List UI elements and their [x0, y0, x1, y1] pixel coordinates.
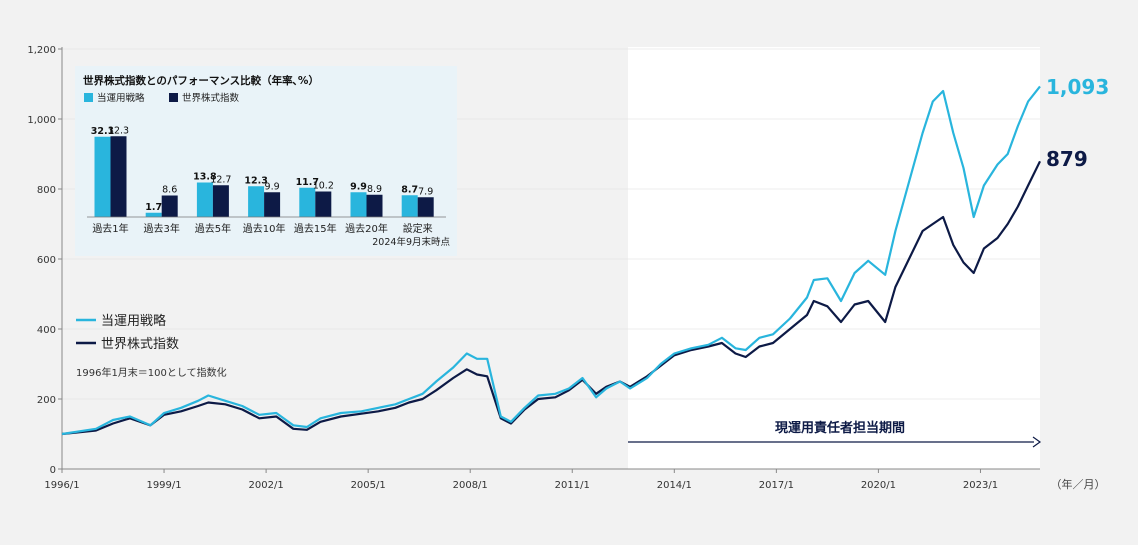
inset-bar-strategy	[299, 187, 316, 217]
manager-period-arrow-head	[1032, 436, 1042, 448]
inset-value-label-strategy: 1.7	[145, 202, 162, 213]
x-tick-label: 2005/1	[351, 480, 386, 491]
legend-label-strategy: 当運用戦略	[101, 313, 166, 329]
inset-legend-swatch-index	[169, 93, 178, 102]
inset-title: 世界株式指数とのパフォーマンス比較（年率､%）	[83, 74, 319, 87]
inset-bar-index	[110, 136, 127, 217]
inset-bar-strategy	[350, 192, 367, 217]
inset-bar-chart: 32.132.3過去1年1.78.6過去3年13.812.7過去5年12.39.…	[91, 125, 434, 235]
inset-value-label-strategy: 11.7	[296, 177, 319, 188]
x-tick-label: 2002/1	[249, 480, 284, 491]
y-tick-label: 1,000	[27, 115, 56, 126]
x-tick-label: 2020/1	[861, 480, 896, 491]
end-value-label-index: 879	[1046, 147, 1088, 171]
x-tick-label: 2011/1	[555, 480, 590, 491]
x-tick-label: 2023/1	[963, 480, 998, 491]
inset-value-label-index: 8.6	[162, 185, 177, 196]
series-line-index	[61, 160, 1041, 436]
end-value-label-strategy: 1,093	[1046, 75, 1109, 99]
y-tick-label: 1,200	[27, 45, 56, 56]
inset-bar-strategy	[196, 182, 213, 217]
y-tick-label: 400	[37, 325, 56, 336]
inset-bar-index	[417, 197, 434, 217]
inset-bar-index	[212, 185, 229, 217]
inset-value-label-index: 9.9	[265, 181, 280, 192]
inset-legend-swatch-strategy	[84, 93, 93, 102]
y-tick-label: 200	[37, 395, 56, 406]
inset-category-label: 過去10年	[243, 222, 286, 235]
inset-value-label-strategy: 12.3	[244, 175, 267, 186]
inset-value-label-index: 7.9	[418, 186, 433, 197]
x-tick-label: 2008/1	[453, 480, 488, 491]
legend-label-index: 世界株式指数	[101, 337, 179, 352]
y-axis-ticks: 0 200 400 600 800 1,000 1,200	[27, 45, 62, 476]
inset-category-label: 過去3年	[144, 222, 180, 235]
inset-bar-index	[366, 194, 383, 217]
inset-value-label-strategy: 32.1	[91, 126, 114, 137]
x-tick-label: 1996/1	[44, 480, 79, 491]
index-base-note: 1996年1月末＝100として指数化	[76, 366, 227, 379]
inset-category-label: 設定来	[403, 222, 433, 235]
inset-legend-label-index: 世界株式指数	[182, 92, 240, 104]
inset-bar-strategy	[94, 136, 111, 217]
inset-value-label-strategy: 8.7	[401, 184, 418, 195]
inset-category-label: 過去5年	[195, 222, 231, 235]
inset-bar-strategy	[248, 186, 265, 217]
series-line-strategy	[61, 85, 1041, 436]
inset-bar-index	[264, 192, 281, 217]
y-tick-label: 600	[37, 255, 56, 266]
inset-value-label-index: 12.7	[210, 174, 231, 185]
inset-value-label-index: 32.3	[108, 125, 129, 136]
manager-period-label: 現運用責任者担当期間	[775, 420, 905, 436]
inset-panel	[75, 66, 457, 256]
inset-value-label-index: 8.9	[367, 184, 382, 195]
inset-bar-strategy	[401, 195, 418, 217]
manager-period-background	[628, 47, 1040, 469]
x-tick-label: 1999/1	[146, 480, 181, 491]
x-axis-ticks: 1996/1 1999/1 2002/1 2005/1 2008/1 2011/1 2014…	[44, 469, 998, 491]
inset-value-label-strategy: 9.9	[350, 181, 367, 192]
inset-category-label: 過去1年	[92, 222, 128, 235]
inset-category-label: 過去20年	[345, 222, 388, 235]
y-tick-label: 800	[37, 185, 56, 196]
x-axis-unit: （年／月）	[1051, 477, 1106, 491]
y-tick-label: 0	[50, 465, 56, 476]
x-tick-label: 2014/1	[657, 480, 692, 491]
inset-category-label: 過去15年	[294, 222, 337, 235]
inset-value-label-strategy: 13.8	[193, 172, 217, 183]
inset-as-of-date: 2024年9月末時点	[372, 236, 450, 248]
x-tick-label: 2017/1	[759, 480, 794, 491]
inset-value-label-index: 10.2	[313, 181, 334, 192]
inset-bar-index	[315, 191, 332, 217]
inset-bar-strategy	[145, 212, 162, 217]
inset-legend-label-strategy: 当運用戦略	[97, 92, 145, 104]
inset-bar-index	[161, 195, 178, 217]
